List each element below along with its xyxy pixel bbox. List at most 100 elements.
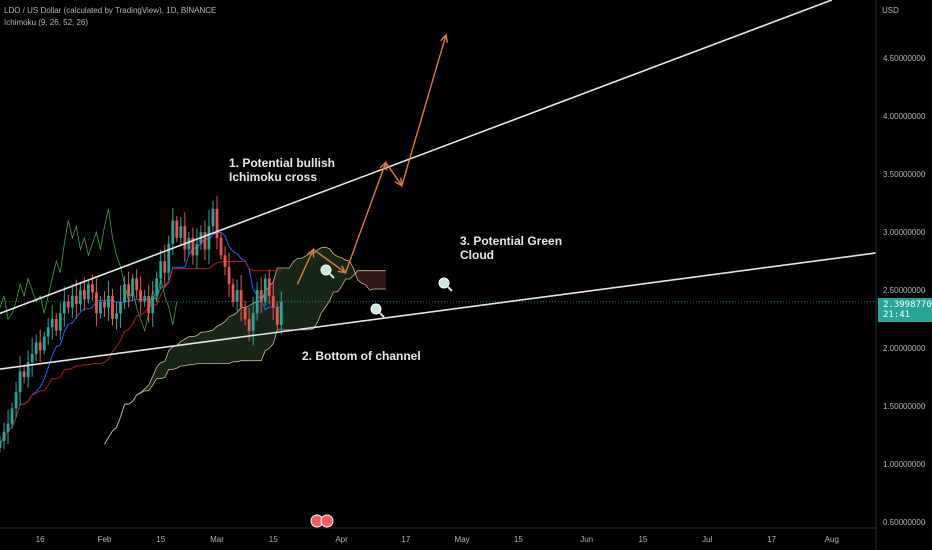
last-price-tag: 2.39987701 21:41 xyxy=(878,298,932,322)
candle-body-58 xyxy=(231,284,235,302)
candle-body-15 xyxy=(58,313,62,331)
trendline-0 xyxy=(0,0,833,315)
cloud-segment-52 xyxy=(313,249,318,329)
candle-body-8 xyxy=(30,353,34,363)
magnifier-icon[interactable] xyxy=(320,264,335,279)
magnifier-handle xyxy=(379,312,385,318)
candle-body-1 xyxy=(2,431,6,441)
magnifier-lens xyxy=(320,264,332,276)
annotation-bottom-channel[interactable]: 2. Bottom of channel xyxy=(302,349,421,363)
cloud-segment-14 xyxy=(160,361,165,379)
cloud-segment-21 xyxy=(188,336,193,365)
cloud-segment-23 xyxy=(196,332,201,364)
cloud-segment-20 xyxy=(184,336,189,366)
annotation-1-line1: 1. Potential bullish xyxy=(229,156,336,170)
candle-body-56 xyxy=(223,255,227,267)
candles xyxy=(0,196,283,453)
cloud-segment-17 xyxy=(172,345,177,370)
candle-body-53 xyxy=(211,208,215,227)
candle-body-51 xyxy=(203,232,207,250)
projection-path[interactable] xyxy=(296,33,449,285)
candle-body-49 xyxy=(195,243,199,256)
cloud-segment-47 xyxy=(293,258,298,330)
cloud-segment-24 xyxy=(200,332,205,364)
cloud-segment-11 xyxy=(148,376,153,391)
cloud-segment-31 xyxy=(229,315,234,364)
cloud-segment-46 xyxy=(289,261,294,330)
indicator-legend[interactable]: Ichimoku (9, 26, 52, 26) xyxy=(4,18,89,27)
cloud-segment-55 xyxy=(325,247,330,307)
candle-body-10 xyxy=(38,342,42,351)
cloud-segment-66 xyxy=(369,270,374,291)
trendlines[interactable] xyxy=(0,0,877,370)
candle-body-29 xyxy=(115,313,118,320)
cloud-segment-51 xyxy=(309,253,314,330)
cloud-segment-40 xyxy=(265,286,270,351)
cloud-segment-36 xyxy=(249,303,254,361)
cloud-segment-29 xyxy=(221,321,226,364)
candle-body-43 xyxy=(171,220,175,244)
annotation-icons[interactable] xyxy=(320,264,453,318)
candle-body-48 xyxy=(191,237,195,256)
y-tick-label-8: 4.50000000 xyxy=(883,54,926,63)
x-tick-label-5: Apr xyxy=(335,535,348,544)
ichimoku-cloud xyxy=(104,247,386,445)
candle-body-16 xyxy=(62,301,66,314)
candle-body-13 xyxy=(50,319,54,328)
candle-body-61 xyxy=(243,307,247,320)
magnifier-icon[interactable] xyxy=(370,303,385,318)
candle-body-55 xyxy=(219,237,223,256)
events-flag-icon[interactable] xyxy=(310,514,334,528)
candle-body-39 xyxy=(155,278,159,296)
candle-body-38 xyxy=(151,295,155,314)
candle-body-34 xyxy=(135,278,139,291)
candle-body-0 xyxy=(0,440,2,448)
cloud-segment-68 xyxy=(377,270,382,290)
annotation-bullish-cross[interactable]: 1. Potential bullish Ichimoku cross xyxy=(229,156,335,184)
projection-arrowhead-4 xyxy=(394,177,403,187)
candle-body-63 xyxy=(251,313,255,331)
cloud-segment-58 xyxy=(337,256,342,292)
cloud-segment-53 xyxy=(317,247,322,323)
candle-body-5 xyxy=(18,371,22,393)
projection-arrowhead-5 xyxy=(440,33,449,43)
magnifier-icon[interactable] xyxy=(438,277,453,292)
x-tick-label-13: Aug xyxy=(825,535,839,544)
candle-body-14 xyxy=(54,319,58,331)
candle-body-57 xyxy=(227,266,231,285)
cloud-segment-18 xyxy=(176,341,181,369)
time-axis[interactable]: 16 Feb 15 Mar 15 Apr 17 May 15 Jun 15 Jul 17 Aug xyxy=(36,535,839,544)
x-tick-label-7: May xyxy=(455,535,470,544)
y-tick-label-4: 2.50000000 xyxy=(883,286,926,295)
candle-body-6 xyxy=(22,371,26,378)
cloud-segment-45 xyxy=(285,267,290,330)
projection-arrowhead-3 xyxy=(379,160,388,171)
annotation-green-cloud[interactable]: 3. Potential Green Cloud xyxy=(460,234,562,262)
cloud-segment-64 xyxy=(361,270,366,285)
cloud-segment-25 xyxy=(204,331,209,364)
candle-body-42 xyxy=(167,243,171,273)
candle-body-66 xyxy=(263,278,267,302)
y-tick-label-7: 4.00000000 xyxy=(883,112,926,121)
candle-body-64 xyxy=(255,290,259,314)
candle-body-21 xyxy=(82,290,86,300)
candle-body-31 xyxy=(123,284,126,302)
y-tick-label-1: 1.00000000 xyxy=(883,460,926,469)
price-axis-unit: USD xyxy=(882,6,899,15)
cloud-segment-27 xyxy=(212,326,217,364)
candle-body-62 xyxy=(247,319,251,331)
projection-arrowhead-1 xyxy=(306,248,315,258)
candle-body-28 xyxy=(111,295,114,320)
y-tick-label-0: 0.50000000 xyxy=(883,518,926,527)
cloud-segment-65 xyxy=(365,270,370,291)
cloud-segment-22 xyxy=(192,335,197,365)
price-axis[interactable]: 0.50000000 1.00000000 1.50000000 2.00000000… xyxy=(883,54,926,527)
candle-body-52 xyxy=(207,226,211,250)
cloud-segment-67 xyxy=(373,270,378,290)
bar-countdown: 21:41 xyxy=(883,310,911,320)
cloud-segment-54 xyxy=(321,247,326,313)
candle-body-25 xyxy=(99,301,102,314)
cloud-segment-12 xyxy=(152,367,157,386)
